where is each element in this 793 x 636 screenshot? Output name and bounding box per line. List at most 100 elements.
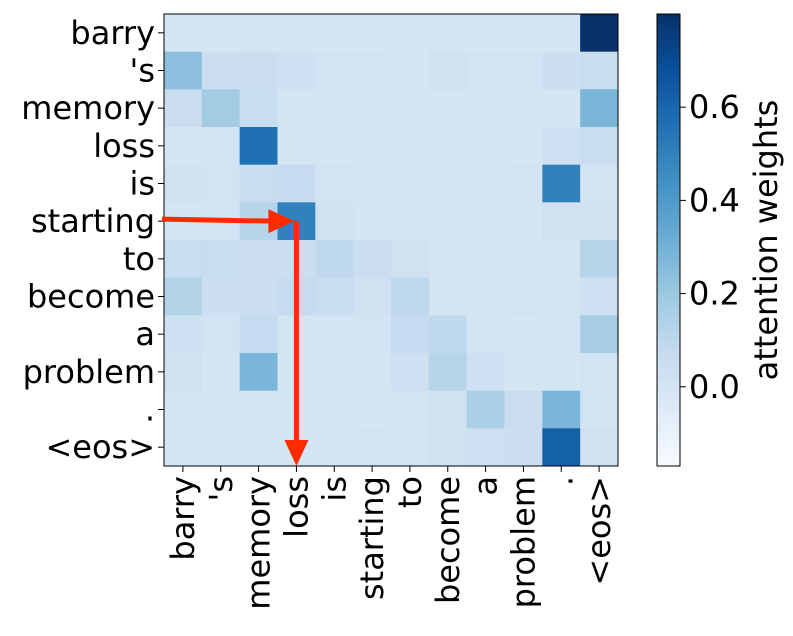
heatmap-cell: [239, 89, 278, 128]
heatmap-cell: [315, 428, 354, 467]
row-tick-label: become: [27, 278, 155, 316]
heatmap-cells: [164, 14, 619, 467]
heatmap-cell: [428, 127, 468, 166]
colorbar-ticks: 0.0 0.2 0.4 0.6: [680, 88, 740, 406]
heatmap-cell: [315, 164, 354, 203]
heatmap-cell: [580, 14, 619, 53]
column-tick-label: starting: [353, 476, 391, 600]
heatmap-cell: [580, 428, 619, 467]
row-tick-label: to: [123, 240, 155, 278]
heatmap-cell: [580, 240, 619, 279]
heatmap-cell: [353, 14, 392, 53]
column-tick-label: memory: [240, 476, 278, 610]
arrow-vertical-head: [284, 440, 309, 466]
heatmap-cell: [164, 353, 203, 392]
heatmap-cell: [164, 127, 203, 166]
heatmap-cell: [504, 89, 543, 128]
heatmap-cell: [353, 164, 392, 203]
heatmap-cell: [391, 390, 430, 429]
heatmap-cell: [277, 164, 316, 203]
heatmap-cell: [201, 277, 241, 316]
heatmap-cell: [504, 277, 543, 316]
heatmap-cell: [580, 127, 619, 166]
heatmap-cell: [580, 202, 619, 241]
heatmap-cell: [504, 51, 543, 90]
heatmap-cell: [164, 428, 203, 467]
heatmap-cell: [239, 240, 278, 279]
colorbar: [656, 13, 681, 467]
heatmap-cell: [580, 89, 619, 128]
heatmap-cell: [391, 202, 430, 241]
heatmap-cell: [428, 164, 468, 203]
arrow-annotation: [161, 209, 309, 466]
heatmap-cell: [466, 390, 505, 429]
heatmap-cell: [580, 390, 619, 429]
heatmap-cell: [164, 390, 203, 429]
heatmap-cell: [353, 315, 392, 354]
heatmap-cell: [428, 14, 468, 53]
heatmap-cell: [391, 14, 430, 53]
heatmap-cell: [164, 89, 203, 128]
row-tick-label: <eos>: [45, 428, 155, 466]
heatmap-cell: [315, 277, 354, 316]
heatmap-cell: [201, 428, 241, 467]
heatmap-cell: [428, 202, 468, 241]
arrow-horizontal-shaft: [161, 216, 275, 224]
heatmap-cell: [580, 315, 619, 354]
heatmap-cell: [239, 277, 278, 316]
heatmap-cell: [466, 428, 505, 467]
heatmap-cell: [466, 315, 505, 354]
heatmap-cell: [428, 89, 468, 128]
heatmap-cell: [164, 14, 203, 53]
heatmap-cell: [315, 89, 354, 128]
colorbar-label: attention weights: [747, 100, 785, 381]
heatmap-cell: [466, 353, 505, 392]
heatmap-cell: [542, 277, 581, 316]
arrow-horizontal-head: [268, 209, 295, 234]
heatmap-cell: [315, 240, 354, 279]
heatmap-frame: [163, 13, 619, 467]
heatmap-cell: [315, 202, 354, 241]
heatmap-cell: [504, 240, 543, 279]
heatmap-cell: [542, 14, 581, 53]
heatmap-cell: [201, 164, 241, 203]
heatmap-cell: [277, 127, 316, 166]
colorbar-tick-label: 0.4: [689, 181, 740, 219]
heatmap-cell: [201, 14, 241, 53]
heatmap-cell: [466, 277, 505, 316]
heatmap-cell: [315, 315, 354, 354]
heatmap-cell: [391, 315, 430, 354]
column-tick-label: to: [391, 476, 429, 508]
heatmap-cell: [391, 51, 430, 90]
heatmap-cell: [315, 14, 354, 53]
heatmap-cell: [542, 51, 581, 90]
heatmap-cell: [542, 202, 581, 241]
heatmap-cell: [542, 390, 581, 429]
column-tick-label: a: [467, 476, 505, 496]
row-tick-label: starting: [31, 202, 155, 240]
heatmap-cell: [239, 353, 278, 392]
heatmap-cell: [353, 89, 392, 128]
heatmap-cell: [201, 89, 241, 128]
heatmap-cell: [239, 428, 278, 467]
heatmap-cell: [504, 428, 543, 467]
column-ticks: barry's memory loss is starting to become a prob…: [164, 466, 618, 610]
column-tick-label: become: [429, 476, 467, 604]
heatmap-cell: [542, 127, 581, 166]
heatmap-cell: [428, 240, 468, 279]
heatmap-cell: [504, 14, 543, 53]
heatmap-cell: [164, 164, 203, 203]
heatmap-cell: [391, 428, 430, 467]
heatmap-cell: [391, 277, 430, 316]
column-tick-label: .: [542, 476, 580, 486]
heatmap-cell: [201, 390, 241, 429]
heatmap-cell: [428, 428, 468, 467]
row-tick-label: memory: [21, 89, 155, 127]
row-tick-label: a: [135, 315, 155, 353]
heatmap-cell: [391, 353, 430, 392]
heatmap-cell: [239, 390, 278, 429]
heatmap-cell: [542, 240, 581, 279]
heatmap-cell: [504, 202, 543, 241]
heatmap-cell: [239, 14, 278, 53]
